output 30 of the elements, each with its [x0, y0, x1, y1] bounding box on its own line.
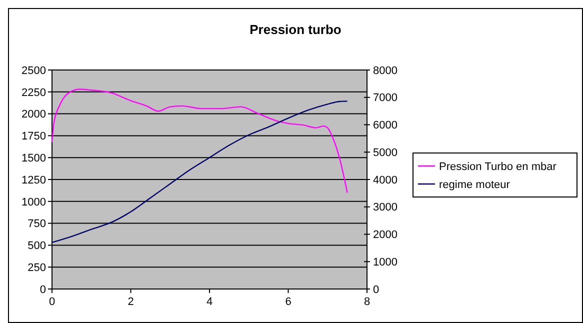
x-tick-label: 0 — [48, 296, 56, 308]
y-tick-label: 750 — [28, 218, 46, 230]
y2-tick-label: 0 — [373, 284, 380, 296]
y-tick-label: 1500 — [22, 152, 46, 164]
x-tick-label: 6 — [285, 296, 292, 308]
legend-label: Pression Turbo en mbar — [439, 160, 557, 173]
line-series — [51, 100, 348, 244]
x-tick-label: 8 — [364, 296, 370, 308]
y-tick-label: 0 — [40, 284, 46, 296]
y2-tick-label: 3000 — [373, 202, 398, 214]
chart-title: Pression turbo — [250, 22, 342, 37]
y-tick-label: 500 — [28, 240, 46, 252]
y2-tick-label: 1000 — [373, 256, 398, 268]
y-tick-label: 2000 — [22, 108, 46, 121]
x-tick-label: 4 — [206, 296, 213, 308]
y2-tick-label: 7000 — [373, 92, 398, 104]
y-tick-label: 250 — [28, 262, 46, 274]
y2-tick-label: 4000 — [373, 174, 398, 186]
y2-tick-label: 6000 — [373, 120, 398, 132]
line-series — [51, 88, 348, 194]
y-tick-label: 1750 — [22, 130, 46, 143]
x-tick-label: 2 — [128, 296, 134, 308]
y2-tick-label: 8000 — [373, 64, 398, 77]
y2-tick-label: 5000 — [373, 146, 398, 159]
y-tick-label: 1250 — [22, 174, 46, 186]
legend-label: regime moteur — [439, 178, 510, 191]
y2-tick-label: 2000 — [373, 229, 398, 242]
y-tick-label: 2500 — [22, 64, 46, 77]
y-tick-label: 1000 — [22, 196, 46, 208]
y-tick-label: 2250 — [22, 86, 46, 99]
